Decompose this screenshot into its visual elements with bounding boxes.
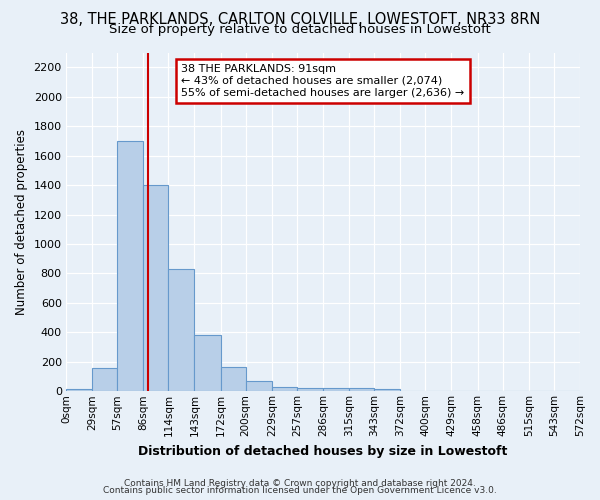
Text: Contains public sector information licensed under the Open Government Licence v3: Contains public sector information licen… — [103, 486, 497, 495]
Bar — [349, 388, 374, 392]
Text: Contains HM Land Registry data © Crown copyright and database right 2024.: Contains HM Land Registry data © Crown c… — [124, 478, 476, 488]
Bar — [194, 334, 221, 392]
Bar — [323, 388, 349, 392]
Bar — [221, 367, 246, 392]
Bar — [425, 390, 451, 392]
Bar — [246, 381, 272, 392]
Bar — [143, 185, 169, 392]
Bar — [66, 389, 92, 392]
Bar — [92, 368, 117, 392]
Text: 38 THE PARKLANDS: 91sqm
← 43% of detached houses are smaller (2,074)
55% of semi: 38 THE PARKLANDS: 91sqm ← 43% of detache… — [181, 64, 464, 98]
Text: 38, THE PARKLANDS, CARLTON COLVILLE, LOWESTOFT, NR33 8RN: 38, THE PARKLANDS, CARLTON COLVILLE, LOW… — [60, 12, 540, 28]
Bar — [272, 387, 297, 392]
Text: Size of property relative to detached houses in Lowestoft: Size of property relative to detached ho… — [109, 22, 491, 36]
X-axis label: Distribution of detached houses by size in Lowestoft: Distribution of detached houses by size … — [138, 444, 508, 458]
Bar — [297, 388, 323, 392]
Y-axis label: Number of detached properties: Number of detached properties — [15, 129, 28, 315]
Bar — [374, 389, 400, 392]
Bar — [400, 390, 425, 392]
Bar — [169, 269, 194, 392]
Bar — [117, 141, 143, 392]
